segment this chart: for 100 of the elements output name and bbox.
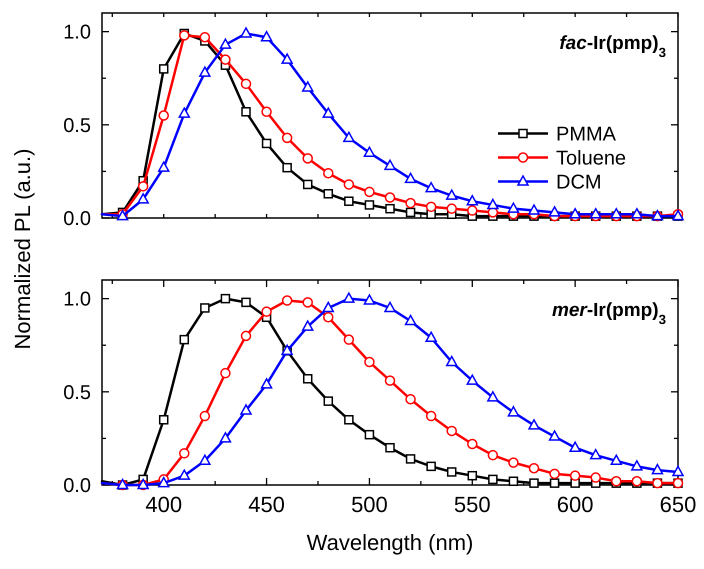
point bbox=[158, 110, 169, 121]
point bbox=[240, 404, 252, 415]
point bbox=[322, 107, 334, 118]
point bbox=[405, 394, 416, 405]
point bbox=[344, 334, 354, 345]
point bbox=[528, 204, 540, 215]
point bbox=[487, 198, 499, 210]
point bbox=[323, 312, 334, 323]
point bbox=[158, 64, 168, 74]
point bbox=[282, 132, 292, 144]
point bbox=[262, 138, 272, 148]
point bbox=[343, 132, 355, 142]
point bbox=[199, 454, 211, 466]
x-tick-label: 650 bbox=[660, 492, 696, 517]
point bbox=[590, 472, 601, 483]
legend-label: Toluene bbox=[556, 148, 626, 170]
point bbox=[137, 193, 149, 204]
y-tick-label: 0.5 bbox=[63, 382, 91, 404]
point bbox=[158, 415, 168, 425]
point bbox=[446, 467, 456, 477]
point bbox=[528, 462, 540, 474]
point bbox=[549, 468, 560, 480]
point bbox=[590, 448, 602, 460]
point bbox=[324, 189, 334, 199]
point bbox=[548, 430, 560, 441]
point bbox=[220, 432, 232, 443]
legend-label: PMMA bbox=[556, 124, 617, 146]
point bbox=[404, 172, 416, 184]
point bbox=[446, 189, 458, 200]
x-tick-label: 600 bbox=[556, 492, 594, 517]
point bbox=[302, 320, 314, 331]
point bbox=[404, 314, 416, 326]
point bbox=[406, 208, 416, 218]
point bbox=[569, 208, 581, 219]
point bbox=[261, 106, 272, 118]
point bbox=[302, 81, 314, 92]
point bbox=[220, 54, 231, 65]
point bbox=[385, 204, 395, 214]
point bbox=[570, 470, 580, 481]
point bbox=[384, 192, 396, 203]
text: fac-Ir(pmp)$_{3}$ bbox=[559, 33, 666, 60]
point bbox=[468, 470, 478, 480]
x-tick-label: 500 bbox=[351, 492, 388, 517]
point bbox=[488, 474, 498, 484]
point bbox=[364, 200, 374, 210]
point bbox=[199, 66, 211, 77]
point bbox=[569, 441, 581, 452]
point bbox=[508, 406, 520, 417]
point bbox=[240, 330, 252, 342]
point bbox=[344, 196, 354, 206]
point bbox=[178, 469, 190, 480]
x-tick-label: 400 bbox=[145, 492, 182, 517]
point bbox=[241, 298, 251, 308]
point bbox=[281, 53, 293, 64]
point bbox=[384, 302, 396, 312]
point bbox=[302, 180, 312, 190]
point bbox=[138, 181, 148, 192]
point bbox=[260, 30, 272, 42]
point bbox=[302, 374, 312, 384]
y-tick-label: 0.5 bbox=[63, 114, 91, 137]
point bbox=[322, 302, 334, 312]
point bbox=[446, 203, 457, 214]
point bbox=[384, 160, 396, 170]
point bbox=[344, 179, 354, 190]
point bbox=[364, 430, 374, 440]
y-axis-title: Normalized PL (a.u.) bbox=[10, 148, 35, 350]
point bbox=[158, 476, 170, 488]
point bbox=[384, 375, 396, 386]
x-axis-title: Wavelength (nm) bbox=[306, 530, 474, 555]
point bbox=[240, 27, 252, 38]
point bbox=[426, 410, 436, 422]
point bbox=[487, 391, 499, 402]
point bbox=[220, 38, 232, 49]
point bbox=[610, 208, 622, 219]
point bbox=[302, 153, 313, 164]
point bbox=[364, 356, 375, 368]
point bbox=[590, 208, 602, 219]
point bbox=[631, 460, 643, 471]
point bbox=[240, 78, 252, 90]
point bbox=[178, 107, 190, 118]
point bbox=[508, 476, 518, 486]
point bbox=[260, 378, 272, 389]
point bbox=[158, 161, 170, 172]
point bbox=[364, 294, 376, 305]
point bbox=[548, 206, 560, 217]
point bbox=[467, 438, 478, 450]
point bbox=[488, 450, 498, 460]
point bbox=[282, 162, 292, 172]
point bbox=[302, 297, 313, 308]
point bbox=[652, 464, 664, 474]
point bbox=[529, 478, 539, 488]
legend-label: DCM bbox=[556, 172, 602, 194]
point bbox=[282, 295, 292, 306]
point bbox=[631, 208, 643, 219]
point bbox=[672, 466, 684, 476]
point bbox=[446, 356, 458, 366]
point bbox=[426, 462, 436, 472]
y-tick-label: 0.0 bbox=[63, 475, 91, 497]
point bbox=[426, 202, 436, 212]
point bbox=[406, 454, 416, 464]
